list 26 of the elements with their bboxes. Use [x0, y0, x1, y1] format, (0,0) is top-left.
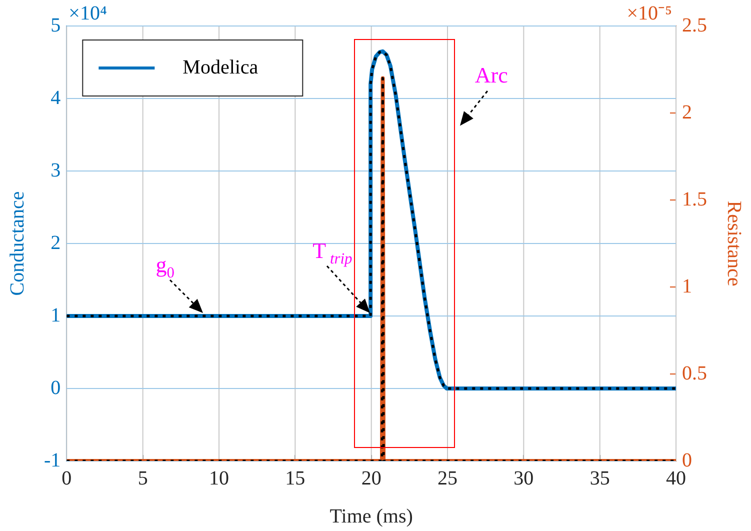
x-tick-label: 35 — [590, 467, 610, 490]
text: ×10⁻⁵ — [626, 2, 672, 24]
y-axis-title: Conductance — [6, 191, 28, 296]
x-tick-label: 20 — [361, 467, 382, 490]
x-tick-label: 10 — [208, 467, 229, 490]
text: ×10⁴ — [68, 2, 107, 24]
y-tick-label: 3 — [50, 159, 61, 182]
y2-tick-label: 2.5 — [682, 14, 707, 36]
y2-tick-label: 2 — [682, 101, 692, 124]
legend-label: Modelica — [182, 56, 258, 78]
y-tick-label: 2 — [50, 232, 61, 254]
y2-axis-title: Resistance — [722, 200, 745, 286]
y-tick-label: -1 — [44, 449, 61, 472]
annotation: Arc — [474, 62, 508, 88]
x-axis-title: Time (ms) — [330, 505, 413, 528]
y-tick-label: 4 — [50, 86, 61, 109]
y-tick-label: 0 — [50, 376, 61, 399]
y-tick-label: 1 — [50, 304, 61, 326]
y-tick-label: 5 — [50, 14, 61, 36]
x-tick-label: 5 — [138, 467, 148, 490]
y2-tick-label: 1.5 — [682, 188, 707, 210]
y2-tick-label: 0.5 — [682, 362, 707, 384]
x-tick-label: 30 — [514, 467, 534, 490]
x-tick-label: 15 — [285, 467, 306, 490]
y2-tick-label: 1 — [682, 275, 692, 298]
x-tick-label: 25 — [438, 467, 458, 490]
